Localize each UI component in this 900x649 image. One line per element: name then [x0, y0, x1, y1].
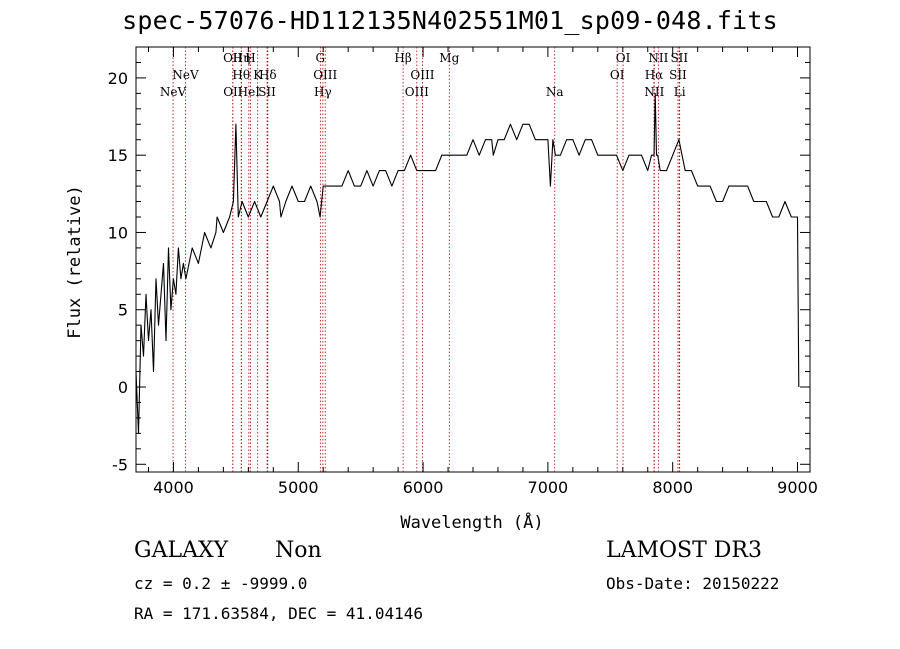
line-label-Hα: Hα — [645, 68, 664, 82]
x-tick-label: 8000 — [652, 478, 693, 497]
line-label-OIII: OIII — [410, 68, 434, 82]
line-label-SII: SII — [258, 85, 276, 99]
redshift-cz: cz = 0.2 ± -9999.0 — [134, 574, 308, 593]
line-label-SII: SII — [669, 68, 687, 82]
line-label-OI: OI — [610, 68, 625, 82]
line-label-Hη: Hη — [233, 51, 251, 65]
line-label-OII: OII — [223, 51, 243, 65]
plot-area-frame — [135, 46, 811, 473]
chart-title: spec-57076-HD112135N402551M01_sp09-048.f… — [122, 6, 778, 35]
line-label-K: K — [253, 68, 263, 82]
coordinates: RA = 171.63584, DEC = 41.04146 — [134, 604, 423, 623]
line-label-SII: SII — [670, 51, 688, 65]
x-axis-label: Wavelength (Å) — [400, 511, 543, 533]
x-tick-label: 7000 — [528, 478, 569, 497]
line-label-Li: Li — [674, 85, 686, 99]
line-label-Na: Na — [546, 85, 564, 99]
object-class: GALAXY — [134, 538, 229, 563]
x-tick-label: 6000 — [403, 478, 444, 497]
line-label-Hδ: Hδ — [259, 68, 277, 82]
observation-date: Obs-Date: 20150222 — [606, 574, 780, 593]
line-label-NeV: NeV — [172, 68, 199, 82]
series-line-spectrum — [135, 92, 800, 434]
line-label-OIII: OIII — [405, 85, 429, 99]
y-axis-label: Flux (relative) — [65, 185, 85, 339]
y-tick-label: 20 — [108, 69, 128, 88]
line-label-NeV: NeV — [160, 85, 187, 99]
line-label-H: H — [245, 51, 255, 65]
line-label-Hβ: Hβ — [394, 51, 411, 65]
line-label-HeI: HeI — [238, 85, 261, 99]
y-tick-label: 5 — [118, 301, 128, 320]
y-tick-label: -5 — [112, 455, 128, 474]
x-tick-label: 5000 — [278, 478, 319, 497]
y-tick-label: 15 — [108, 146, 128, 165]
line-label-NII: NII — [648, 51, 668, 65]
line-label-Hγ: Hγ — [314, 85, 332, 99]
line-label-OI: OI — [616, 51, 631, 65]
object-subclass: Non — [275, 538, 322, 563]
y-tick-label: 10 — [108, 223, 128, 242]
survey-name: LAMOST DR3 — [606, 538, 762, 563]
line-label-OII: OII — [223, 85, 243, 99]
x-tick-label: 9000 — [777, 478, 818, 497]
x-tick-label: 4000 — [153, 478, 194, 497]
line-label-Hθ: Hθ — [232, 68, 250, 82]
line-label-Mg: Mg — [439, 51, 459, 65]
line-label-G: G — [316, 51, 326, 65]
y-tick-label: 0 — [118, 378, 128, 397]
line-label-OIII: OIII — [313, 68, 337, 82]
line-label-NII: NII — [644, 85, 664, 99]
